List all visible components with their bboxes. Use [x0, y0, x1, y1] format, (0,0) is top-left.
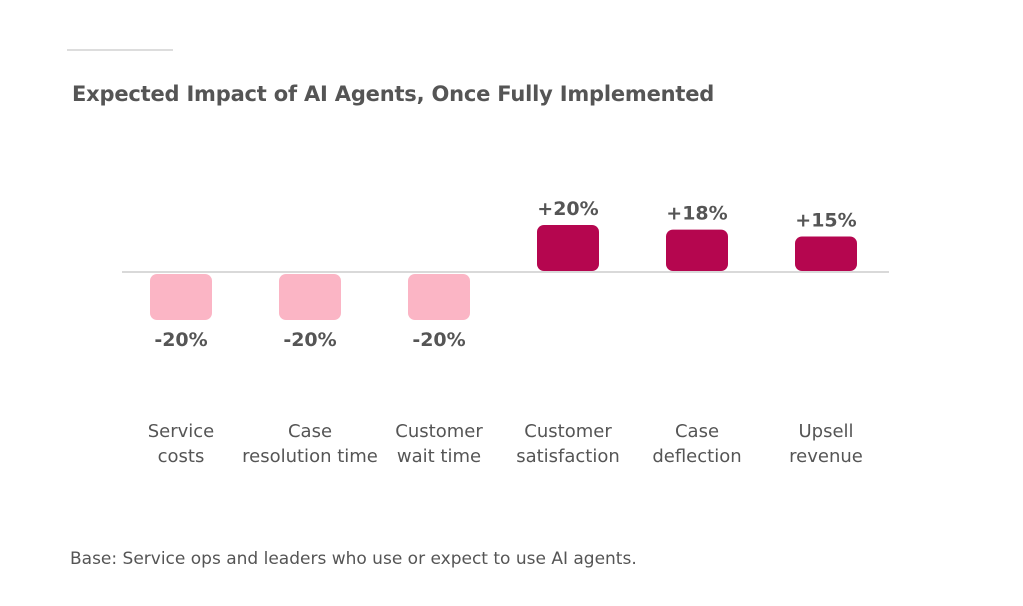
data-label: +18%	[666, 203, 727, 225]
x-tick-label-line: Customer	[395, 421, 483, 442]
chart-title: Expected Impact of AI Agents, Once Fully…	[72, 82, 715, 106]
data-label: +20%	[537, 198, 598, 220]
bar	[795, 236, 857, 271]
bar	[150, 274, 212, 320]
x-tick-label: Service costs	[111, 419, 251, 469]
x-tick-label-line: Service	[147, 421, 215, 442]
x-tick-label: Customer satisfaction	[498, 419, 638, 469]
x-tick-label: Customer wait time	[369, 419, 509, 469]
x-tick-label: Case resolution time	[240, 419, 380, 469]
x-tick-label-line: wait time	[396, 446, 482, 467]
x-tick-label-line: deflection	[652, 446, 742, 467]
data-label: -20%	[412, 329, 465, 351]
x-tick-label-line: costs	[157, 446, 205, 467]
bar	[279, 274, 341, 320]
x-tick-label-line: Upsell	[798, 421, 854, 442]
x-tick-label: Upsell revenue	[756, 419, 896, 469]
x-tick-label-line: revenue	[789, 446, 863, 467]
footnote: Base: Service ops and leaders who use or…	[70, 549, 637, 569]
x-tick-label-line: Case	[674, 421, 720, 442]
data-label: -20%	[154, 329, 207, 351]
x-tick-label-line: satisfaction	[516, 446, 620, 467]
x-tick-label-line: Customer	[524, 421, 612, 442]
x-tick-label-line: Case	[287, 421, 333, 442]
bar	[666, 229, 728, 271]
x-tick-label: Case deflection	[627, 419, 767, 469]
bar	[408, 274, 470, 320]
data-label: +15%	[795, 210, 856, 232]
data-label: -20%	[283, 329, 336, 351]
x-tick-label-line: resolution time	[242, 446, 378, 467]
decorative-rule	[67, 49, 173, 51]
bar	[537, 225, 599, 271]
